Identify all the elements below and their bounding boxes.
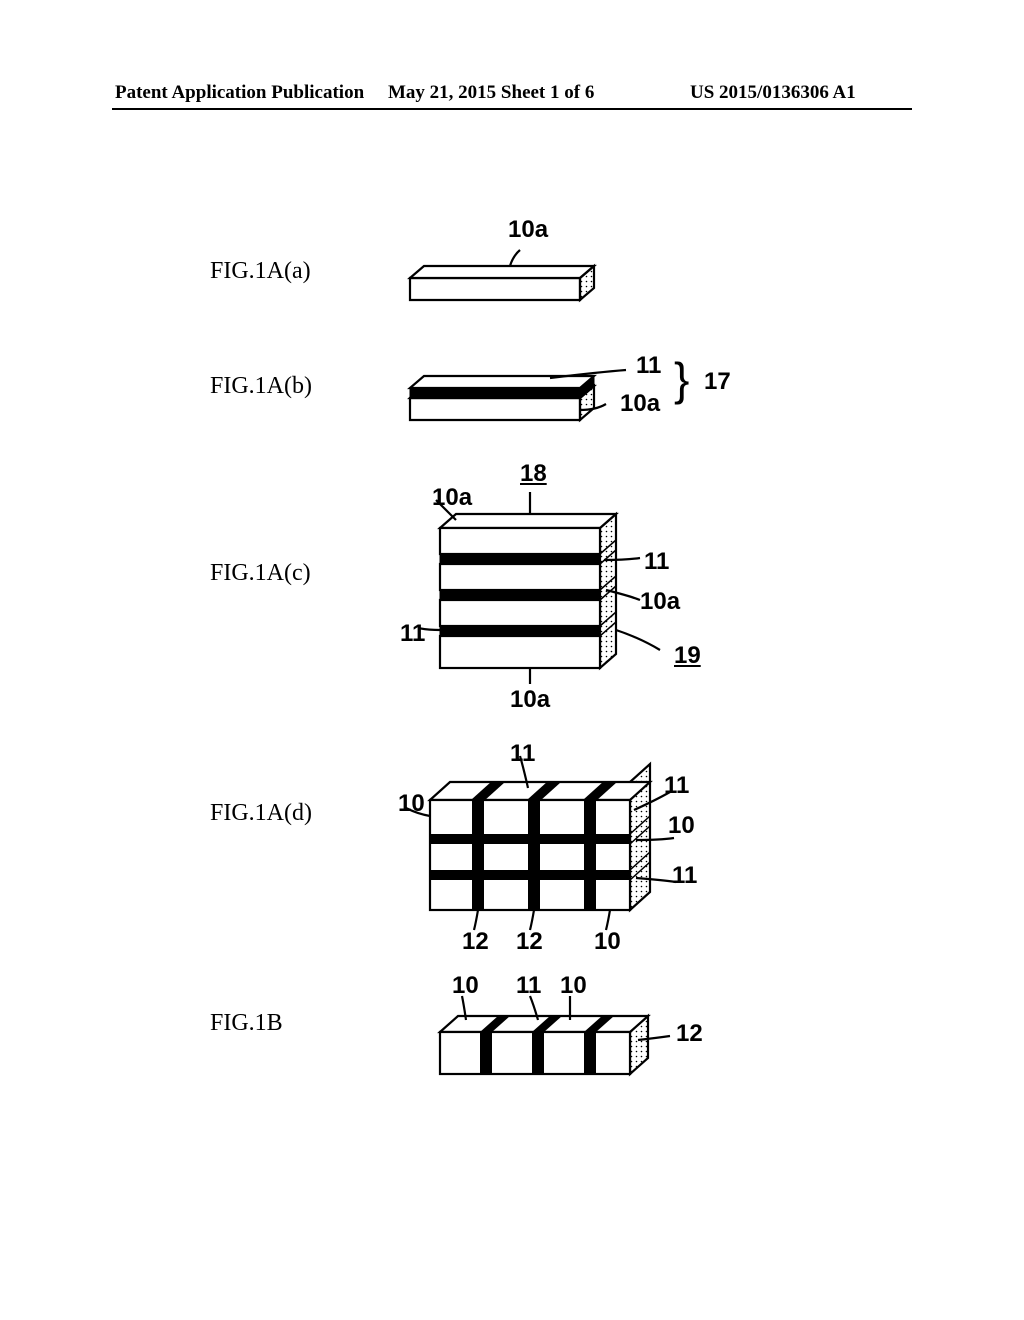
- header-publication: Patent Application Publication: [115, 82, 364, 104]
- ref-11-fig-c-right: 11: [644, 548, 669, 576]
- ref-12-fig-d-1: 12: [462, 928, 489, 956]
- fig-1a-a-drawing: [400, 240, 700, 310]
- header-pub-number: US 2015/0136306 A1: [690, 82, 856, 104]
- ref-10-fig-d-bot: 10: [594, 928, 621, 956]
- ref-10a-fig-a: 10a: [508, 216, 548, 244]
- fig-1a-b-drawing: [400, 348, 720, 433]
- header-date-sheet: May 21, 2015 Sheet 1 of 6: [388, 82, 594, 104]
- fig-label-1a-d: FIG.1A(d): [210, 800, 312, 827]
- ref-11-fig-c-left: 11: [400, 620, 425, 648]
- fig-1b-drawing: [420, 990, 720, 1090]
- ref-12-fig-1b: 12: [676, 1020, 703, 1048]
- ref-10-fig-1b-2: 10: [560, 972, 587, 1000]
- fig-label-1b: FIG.1B: [210, 1010, 283, 1037]
- ref-19-fig-c: 19: [674, 642, 701, 670]
- ref-10-fig-d-left: 10: [398, 790, 425, 818]
- fig-label-1a-a: FIG.1A(a): [210, 258, 311, 285]
- ref-18-fig-c: 18: [520, 460, 547, 488]
- ref-10a-fig-c-top: 10a: [432, 484, 472, 512]
- ref-10a-fig-b: 10a: [620, 390, 660, 418]
- ref-11-fig-b: 11: [636, 352, 661, 380]
- ref-12-fig-d-2: 12: [516, 928, 543, 956]
- ref-11-fig-d-right-bot: 11: [672, 862, 697, 890]
- ref-11-fig-1b: 11: [516, 972, 541, 1000]
- ref-11-fig-d-top: 11: [510, 740, 535, 768]
- fig-label-1a-c: FIG.1A(c): [210, 560, 311, 587]
- brace-17: }: [674, 356, 689, 402]
- fig-1a-d-drawing: [400, 740, 740, 940]
- ref-17-fig-b: 17: [704, 368, 731, 396]
- ref-10-fig-1b-1: 10: [452, 972, 479, 1000]
- ref-11-fig-d-right-top: 11: [664, 772, 689, 800]
- ref-10a-fig-c-bottom: 10a: [510, 686, 550, 714]
- ref-10-fig-d-right: 10: [668, 812, 695, 840]
- ref-10a-fig-c-right: 10a: [640, 588, 680, 616]
- fig-label-1a-b: FIG.1A(b): [210, 373, 312, 400]
- header-rule: [112, 108, 912, 110]
